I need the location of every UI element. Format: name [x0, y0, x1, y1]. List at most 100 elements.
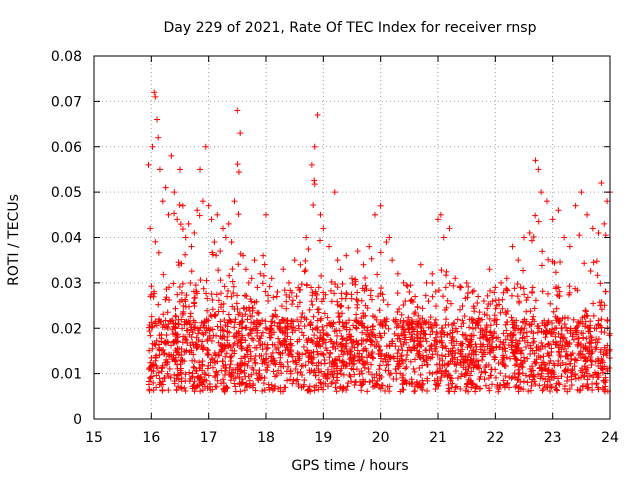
data-point: [582, 307, 589, 314]
data-point: [263, 211, 269, 218]
data-point: [595, 357, 602, 364]
data-point: [294, 316, 301, 323]
data-point: [313, 295, 320, 302]
data-point: [589, 225, 596, 232]
data-point: [396, 305, 403, 312]
data-point: [501, 355, 508, 362]
data-point: [531, 305, 538, 312]
data-point: [288, 318, 295, 325]
data-point: [178, 385, 185, 392]
data-point: [362, 282, 369, 289]
data-point: [296, 336, 303, 343]
data-point: [509, 243, 516, 250]
data-point: [381, 317, 388, 324]
data-point: [334, 301, 341, 308]
data-point: [217, 318, 224, 325]
data-point: [334, 343, 341, 350]
data-point: [228, 293, 235, 300]
data-point: [468, 368, 475, 375]
data-point: [145, 366, 152, 373]
data-point: [150, 361, 157, 368]
data-point: [416, 381, 423, 388]
data-point: [290, 377, 297, 384]
data-point: [504, 286, 511, 293]
data-point: [538, 339, 545, 346]
data-point: [412, 387, 419, 394]
data-point: [166, 365, 173, 372]
data-point: [394, 332, 401, 339]
data-point: [285, 279, 292, 286]
data-point: [243, 347, 250, 354]
data-point: [345, 380, 352, 387]
data-point: [423, 279, 430, 286]
data-point: [283, 342, 290, 349]
data-point: [253, 317, 260, 324]
data-point: [197, 388, 204, 395]
data-point: [515, 371, 522, 378]
data-point: [199, 346, 206, 353]
data-point: [178, 375, 185, 382]
data-point: [227, 361, 234, 368]
data-point: [534, 329, 541, 336]
data-point: [227, 354, 234, 361]
data-point: [473, 344, 480, 351]
data-point: [399, 357, 406, 364]
data-point: [360, 376, 367, 383]
data-point: [436, 361, 443, 368]
data-point: [585, 384, 592, 391]
data-point: [324, 314, 331, 321]
data-point: [302, 257, 309, 264]
data-point: [499, 296, 506, 303]
data-point: [587, 268, 594, 275]
data-point: [396, 335, 403, 342]
data-point: [432, 334, 439, 341]
data-point: [289, 297, 296, 304]
y-tick-label: 0.06: [51, 140, 82, 156]
data-point: [300, 343, 307, 350]
data-point: [285, 352, 292, 359]
data-point: [241, 387, 248, 394]
data-point: [253, 344, 260, 351]
data-point: [161, 350, 168, 357]
data-point: [179, 202, 186, 209]
data-point: [376, 307, 383, 314]
data-point: [383, 352, 390, 359]
data-point: [161, 374, 168, 381]
data-point: [593, 380, 600, 387]
data-point: [530, 233, 537, 240]
data-point: [391, 330, 398, 337]
data-point: [359, 370, 366, 377]
data-point: [158, 368, 165, 375]
data-point: [192, 282, 199, 289]
data-point: [470, 381, 477, 388]
data-point: [433, 369, 440, 376]
data-point: [374, 377, 381, 384]
data-point: [221, 283, 228, 290]
data-point: [263, 326, 270, 333]
data-point: [492, 284, 499, 291]
data-points: [145, 89, 613, 395]
data-point: [323, 322, 330, 329]
data-point: [581, 260, 588, 267]
data-point: [590, 300, 597, 307]
data-point: [555, 330, 562, 337]
data-point: [174, 216, 181, 223]
data-point: [427, 314, 434, 321]
data-point: [246, 377, 253, 384]
data-point: [515, 257, 522, 264]
data-point: [172, 312, 179, 319]
data-point: [327, 349, 334, 356]
data-point: [353, 296, 360, 303]
data-point: [455, 375, 462, 382]
data-point: [604, 318, 611, 325]
data-point: [532, 360, 539, 367]
data-point: [225, 220, 232, 227]
data-point: [187, 313, 194, 320]
data-point: [383, 239, 390, 246]
data-point: [579, 351, 586, 358]
data-point: [324, 383, 331, 390]
data-point: [215, 297, 222, 304]
data-point: [504, 332, 511, 339]
data-point: [435, 287, 442, 294]
